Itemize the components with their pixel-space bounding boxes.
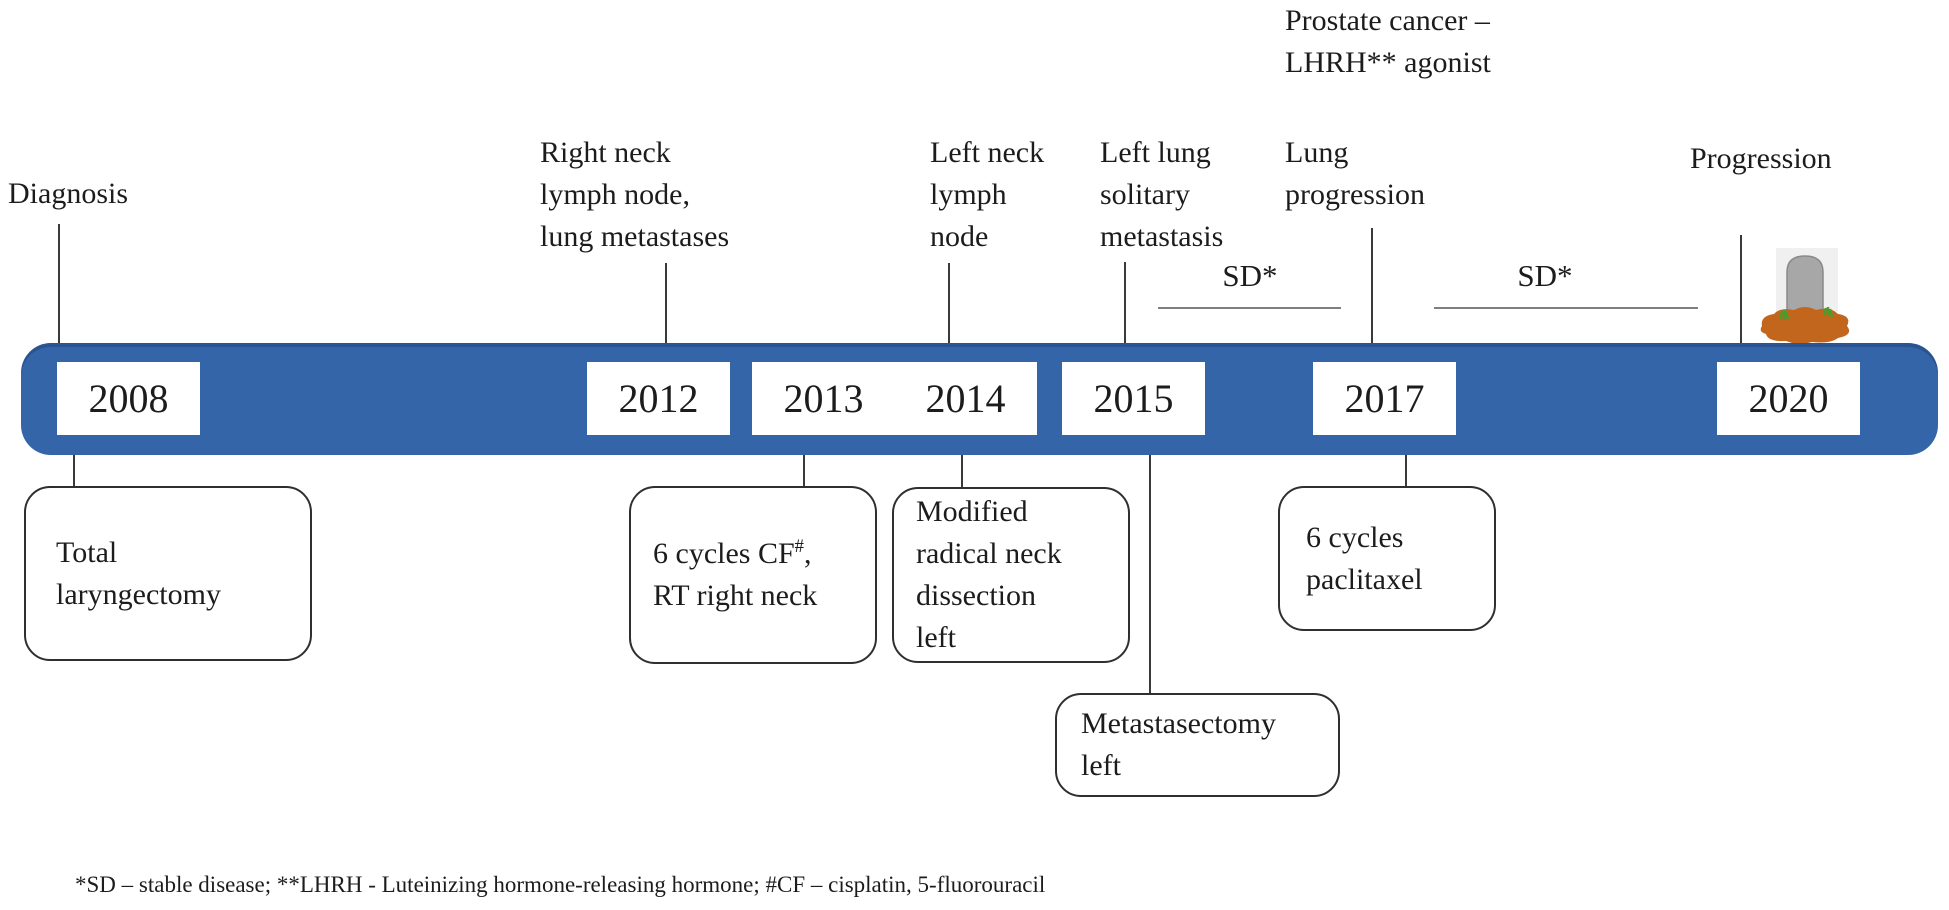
- event-label-diagnosis: Diagnosis: [8, 177, 128, 210]
- timeline-year: 2020: [1717, 362, 1860, 435]
- cf-line1: 6 cycles CF#,: [653, 536, 812, 570]
- stable-disease-span-line-2: [1434, 307, 1698, 309]
- stable-disease-label-1: SD*: [1222, 258, 1278, 293]
- treatment-box-cf-rt: 6 cycles CF#, RT right neck: [629, 486, 877, 664]
- event-label-left-neck-lymph-node: Left neck lymph node: [930, 136, 1045, 253]
- connector-line-neck-dissection: [961, 455, 963, 488]
- timeline-year: 2008: [57, 362, 200, 435]
- treatment-box-metastasectomy: Metastasectomy left: [1055, 693, 1340, 797]
- treatment-text: 6 cycles paclitaxel: [1306, 520, 1423, 596]
- event-label-lung-progression: Lung progression: [1285, 136, 1425, 211]
- timeline-year: 2014: [894, 362, 1037, 435]
- stable-disease-span-line-1: [1158, 307, 1341, 309]
- treatment-text: 6 cycles CF#, RT right neck: [653, 491, 817, 659]
- connector-line-right-neck: [665, 263, 667, 343]
- tombstone-soil-mound: [1760, 307, 1850, 344]
- connector-line-left-lung: [1124, 262, 1126, 343]
- treatment-text: Metastasectomy left: [1081, 707, 1276, 782]
- tombstone-icon: [1760, 248, 1850, 344]
- timeline-year: 2013: [752, 362, 895, 435]
- event-label-right-neck-lymph-node: Right neck lymph node, lung metastases: [540, 136, 730, 253]
- cf-superscript: #: [794, 536, 804, 557]
- timeline-year: 2017: [1313, 362, 1456, 435]
- connector-line-paclitaxel: [1405, 455, 1407, 487]
- timeline-year: 2012: [587, 362, 730, 435]
- connector-line-metastasectomy: [1149, 455, 1151, 693]
- connector-line-left-neck: [948, 263, 950, 343]
- treatment-box-neck-dissection: Modified radical neck dissection left: [892, 487, 1130, 663]
- treatment-box-paclitaxel: 6 cycles paclitaxel: [1278, 486, 1496, 631]
- treatment-text: Modified radical neck dissection left: [916, 495, 1062, 654]
- footnote-abbreviations: *SD – stable disease; **LHRH - Luteinizi…: [75, 872, 1046, 897]
- stable-disease-label-2: SD*: [1517, 258, 1573, 293]
- connector-line-laryngectomy: [73, 455, 75, 487]
- connector-line-cf-rt: [803, 455, 805, 487]
- treatment-box-total-laryngectomy: Total laryngectomy: [24, 486, 312, 661]
- cf-line2: RT right neck: [653, 579, 818, 612]
- tombstone-grass: [1778, 307, 1834, 321]
- timeline-year: 2015: [1062, 362, 1205, 435]
- connector-line-diagnosis: [58, 224, 60, 343]
- event-label-left-lung-solitary-metastasis: Left lung solitary metastasis: [1100, 136, 1224, 253]
- connector-line-lung-progression: [1371, 228, 1373, 343]
- event-label-progression: Progression: [1690, 142, 1832, 175]
- treatment-text: Total laryngectomy: [56, 535, 221, 611]
- connector-line-progression: [1740, 235, 1742, 343]
- event-label-prostate-cancer-lhrh: Prostate cancer – LHRH** agonist: [1285, 4, 1491, 79]
